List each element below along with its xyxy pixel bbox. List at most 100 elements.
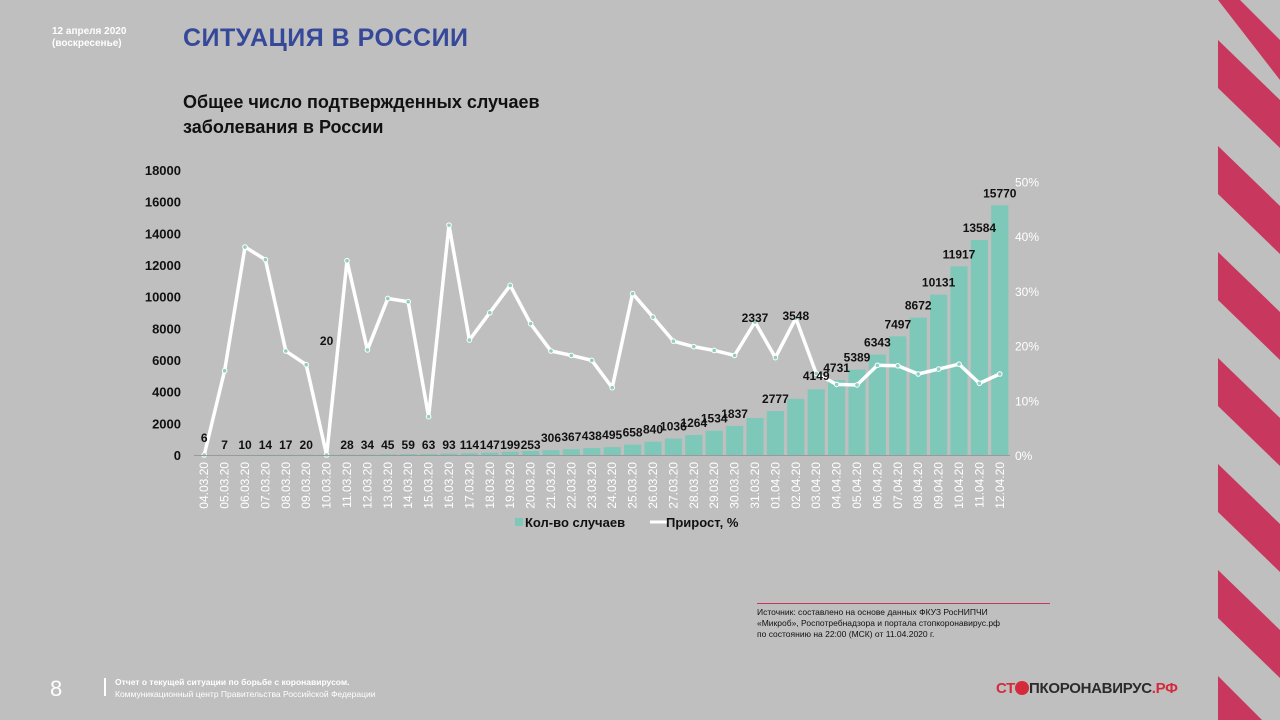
growth-point-04.04.20 [833, 381, 840, 388]
x-tick-04.04.20: 04.04.20 [830, 462, 844, 509]
stopcoronavirus-logo[interactable]: СТ ПКОРОНАВИРУС.РФ [996, 680, 1178, 697]
bar-label-20.03.20: 253 [521, 438, 541, 452]
bar-09.04.20 [930, 294, 948, 455]
source-line-1: Источник: составлено на основе данных ФК… [757, 607, 988, 617]
footer-line-2: Коммуникационный центр Правительства Рос… [115, 689, 376, 699]
growth-point-08.04.20 [915, 371, 922, 377]
growth-point-08.03.20 [283, 348, 289, 354]
x-tick-16.03.20: 16.03.20 [442, 462, 456, 509]
bar-12.03.20 [358, 454, 376, 455]
bar-label-26.03.20: 840 [643, 423, 663, 437]
growth-point-27.03.20 [670, 338, 677, 344]
bar-label-17.03.20: 114 [460, 438, 480, 452]
bar-29.03.20 [705, 430, 723, 455]
bar-label-31.03.20: 2337 [742, 311, 769, 325]
bar-label-08.03.20: 17 [279, 438, 293, 452]
right-axis: 0% 10% 20% 30% 40% 50% [1015, 175, 1039, 463]
legend: Кол-во случаев Прирост, % [515, 515, 739, 530]
legend-swatch-cases [515, 518, 523, 526]
date-line-1: 12 апреля 2020 [52, 26, 127, 37]
source-line-3: по состоянию на 22:00 (МСК) от 11.04.202… [757, 629, 935, 639]
x-tick-12.03.20: 12.03.20 [360, 462, 374, 509]
bar-label-11.03.20: 28 [340, 438, 354, 452]
bar-04.04.20 [828, 380, 846, 455]
x-tick-09.03.20: 09.03.20 [299, 462, 313, 509]
growth-point-21.03.20 [548, 348, 554, 354]
x-tick-03.04.20: 03.04.20 [809, 462, 823, 509]
bar-21.03.20 [542, 450, 560, 455]
x-tick-28.03.20: 28.03.20 [687, 462, 701, 509]
growth-point-17.03.20 [466, 337, 473, 343]
bar-label-16.03.20: 93 [442, 438, 456, 452]
y-left-tick: 0 [174, 448, 181, 463]
logo-part-2: ПКОРОНАВИРУС [1029, 680, 1152, 697]
growth-point-24.03.20 [609, 384, 616, 391]
growth-point-25.03.20 [629, 290, 636, 297]
x-tick-10.04.20: 10.04.20 [952, 462, 966, 509]
bar-label-01.04.20: 2777 [762, 392, 789, 406]
growth-line [202, 223, 1001, 457]
bar-31.03.20 [746, 417, 764, 455]
x-axis: 04.03.20 05.03.20 06.03.20 07.03.20 08.03.20… [194, 455, 1010, 509]
x-tick-23.03.20: 23.03.20 [585, 462, 599, 509]
decorative-stripes [1218, 0, 1280, 720]
footer-text: Отчет о текущей ситуации по борьбе с кор… [115, 676, 375, 700]
bar-23.03.20 [583, 448, 601, 455]
growth-point-31.03.20 [752, 319, 758, 325]
date-line-2: (воскресенье) [52, 38, 122, 49]
bar-label-12.03.20: 34 [361, 438, 375, 452]
x-tick-22.03.20: 22.03.20 [564, 462, 578, 509]
bar-series [195, 205, 1009, 455]
source-line-2: «Микроб», Роспотребнадзора и портала сто… [757, 618, 1001, 628]
bar-label-09.04.20: 10131 [922, 276, 956, 290]
x-tick-07.03.20: 07.03.20 [258, 462, 272, 509]
bar-18.03.20 [481, 452, 499, 455]
y-left-tick: 4000 [152, 385, 181, 400]
x-tick-08.04.20: 08.04.20 [911, 462, 925, 509]
growth-point-05.04.20 [854, 382, 860, 388]
growth-point-13.03.20 [385, 295, 391, 302]
chart-title-line-1: Общее число подтвержденных случаев [183, 92, 540, 112]
growth-point-30.03.20 [731, 352, 738, 359]
bar-label-14.03.20: 59 [402, 438, 416, 452]
bar-05.04.20 [848, 369, 866, 455]
y-right-tick: 40% [1015, 230, 1039, 244]
growth-point-01.04.20 [772, 354, 779, 361]
bar-label-07.04.20: 7497 [884, 317, 911, 331]
growth-point-06.03.20 [242, 244, 248, 250]
page-title: СИТУАЦИЯ В РОССИИ [183, 24, 469, 52]
x-tick-06.03.20: 06.03.20 [238, 462, 252, 509]
footer-divider [104, 678, 106, 696]
bar-label-22.03.20: 367 [561, 430, 581, 444]
growth-point-16.03.20 [446, 222, 452, 228]
bar-24.03.20 [603, 447, 621, 455]
x-tick-31.03.20: 31.03.20 [748, 462, 762, 509]
line-series [201, 222, 1003, 458]
bar-14.03.20 [399, 454, 417, 455]
growth-point-03.04.20 [813, 370, 820, 377]
x-tick-14.03.20: 14.03.20 [401, 462, 415, 509]
y-right-tick: 50% [1015, 175, 1039, 189]
bar-label-09.03.20: 20 [300, 438, 314, 452]
report-date: 12 апреля 2020 (воскресенье) [52, 26, 126, 50]
bar-label-23.03.20: 438 [582, 429, 602, 443]
growth-point-20.03.20 [527, 320, 534, 327]
x-tick-25.03.20: 25.03.20 [626, 462, 640, 509]
growth-point-07.04.20 [895, 362, 901, 369]
bar-label-27.03.20: 1036 [660, 420, 687, 434]
x-tick-21.03.20: 21.03.20 [544, 462, 558, 509]
growth-point-07.03.20 [262, 256, 269, 263]
bar-13.03.20 [379, 454, 397, 455]
x-tick-04.03.20: 04.03.20 [197, 462, 211, 509]
left-axis: 0 2000 4000 6000 8000 10000 12000 14000 16000 180… [145, 163, 181, 463]
growth-point-09.04.20 [935, 366, 942, 372]
y-left-tick: 14000 [145, 226, 181, 241]
bar-20.03.20 [522, 450, 540, 455]
virus-icon [1015, 681, 1030, 695]
bar-label-04.03.20: 6 [201, 431, 208, 445]
bar-label-04.04.20: 4731 [823, 361, 850, 375]
y-right-tick: 20% [1015, 340, 1039, 354]
source-note: Источник: составлено на основе данных ФК… [757, 607, 1057, 640]
